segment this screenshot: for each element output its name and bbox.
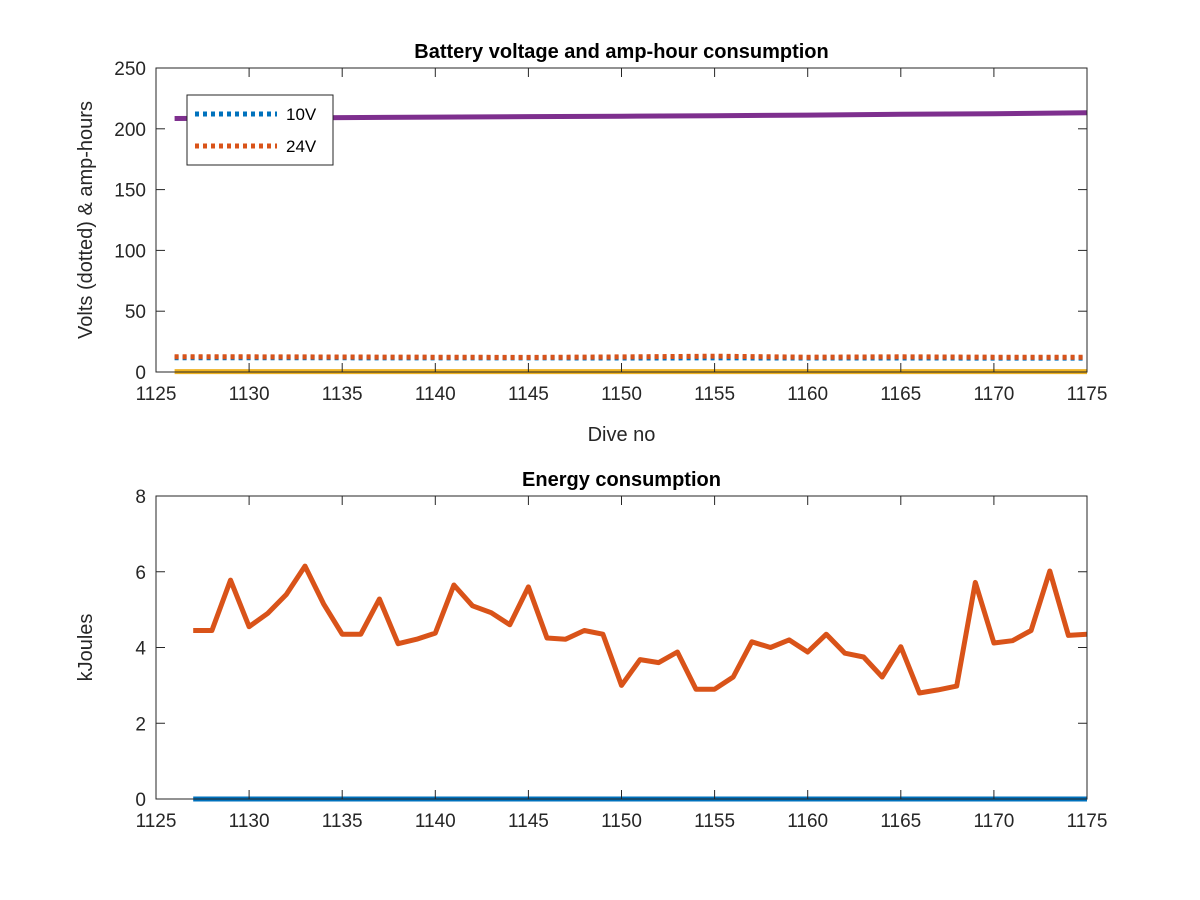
x-tick-label: 1170 (973, 811, 1014, 832)
y-tick-label: 0 (135, 790, 146, 811)
x-tick-label: 1125 (136, 384, 177, 405)
legend: 10V 24V (186, 94, 334, 166)
series-line-24v (174, 353, 1087, 360)
x-tick-label: 1165 (880, 384, 921, 405)
legend-box (186, 94, 334, 166)
energy-consumption-plot: 1125 1130 1135 1140 1145 1150 1155 1160 1165 1170… (75, 469, 1107, 832)
legend-label-10v: 10V (286, 105, 317, 124)
x-tick-label: 1145 (508, 811, 549, 832)
y-tick-label: 6 (135, 563, 146, 584)
x-tick-label: 1170 (973, 384, 1014, 405)
y-tick-label: 4 (135, 639, 146, 660)
x-tick-label: 1150 (601, 384, 642, 405)
x-tick-label: 1160 (787, 384, 828, 405)
x-tick-label: 1135 (322, 811, 363, 832)
x-tick-label: 1155 (694, 384, 735, 405)
y-tick-label: 8 (135, 487, 146, 508)
x-tick-label: 1160 (787, 811, 828, 832)
x-tick-label: 1140 (415, 384, 456, 405)
x-axis-label: Dive no (588, 424, 656, 446)
y-tick-label: 200 (114, 120, 146, 141)
x-tick-label: 1175 (1067, 384, 1108, 405)
x-tick-label: 1125 (136, 811, 177, 832)
plot-title: Battery voltage and amp-hour consumption (414, 41, 828, 63)
x-tick-label: 1130 (229, 384, 270, 405)
voltage-amphour-plot: 1125 1130 1135 1140 1145 1150 1155 1160 1165 1170… (75, 41, 1107, 446)
y-tick-label: 2 (135, 714, 146, 735)
x-tick-label: 1130 (229, 811, 270, 832)
x-tick-label: 1165 (880, 811, 921, 832)
plot-title: Energy consumption (522, 469, 721, 491)
y-tick-label: 250 (114, 59, 146, 80)
series-line-series-1 (193, 563, 1088, 696)
y-tick-label: 50 (125, 302, 146, 323)
x-tick-label: 1155 (694, 811, 735, 832)
y-tick-label: 0 (135, 363, 146, 384)
x-tick-label: 1175 (1067, 811, 1108, 832)
y-tick-label: 100 (114, 241, 146, 262)
x-tick-label: 1145 (508, 384, 549, 405)
x-tick-label: 1150 (601, 811, 642, 832)
y-axis-label: Volts (dotted) & amp-hours (75, 101, 97, 339)
legend-label-24v: 24V (286, 137, 317, 156)
y-tick-label: 150 (114, 181, 146, 202)
x-tick-label: 1140 (415, 811, 456, 832)
x-tick-label: 1135 (322, 384, 363, 405)
y-axis-label: kJoules (75, 614, 97, 682)
axes-box (155, 495, 1088, 800)
